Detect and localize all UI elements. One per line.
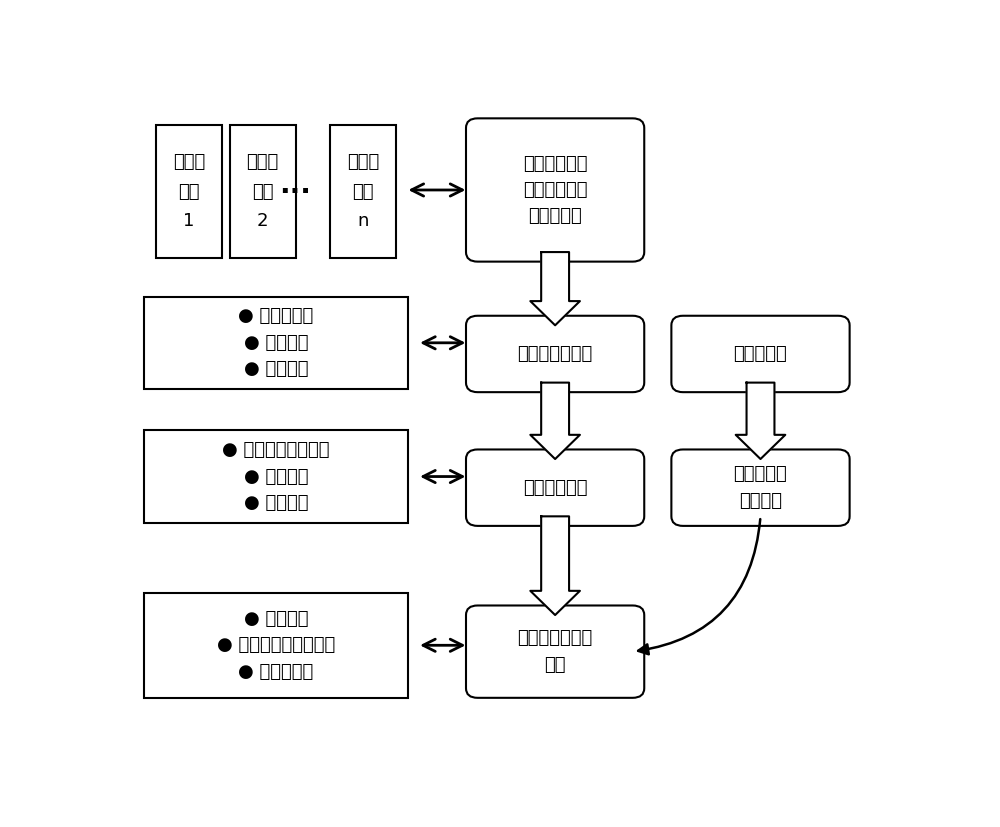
Bar	[156, 125, 222, 258]
Polygon shape	[530, 252, 580, 325]
Text: ● 信号预处理
● 信号去噪
● 信号增强: ● 信号预处理 ● 信号去噪 ● 信号增强	[239, 308, 314, 378]
Bar	[230, 125, 296, 258]
Text: 故障定位及预警
模块: 故障定位及预警 模块	[518, 629, 593, 674]
Polygon shape	[736, 383, 785, 459]
Polygon shape	[530, 383, 580, 459]
Text: ● 图像识别
● 声音和图像叠加融合
● 诊断及预警: ● 图像识别 ● 声音和图像叠加融合 ● 诊断及预警	[217, 609, 335, 681]
Text: 高清摄像头: 高清摄像头	[734, 345, 787, 363]
FancyArrowPatch shape	[638, 519, 760, 654]
FancyBboxPatch shape	[466, 118, 644, 261]
Bar	[144, 297, 408, 389]
Text: 声音成像模块: 声音成像模块	[523, 479, 587, 497]
Text: ···: ···	[280, 178, 311, 206]
Text: 待检测设备
图像信息: 待检测设备 图像信息	[734, 466, 787, 510]
Bar	[330, 125, 396, 258]
Text: 麦克风
阵列
1: 麦克风 阵列 1	[173, 153, 205, 230]
FancyBboxPatch shape	[466, 605, 644, 698]
Text: 麦克风
阵列
2: 麦克风 阵列 2	[246, 153, 279, 230]
FancyBboxPatch shape	[671, 316, 850, 392]
FancyBboxPatch shape	[671, 450, 850, 526]
FancyBboxPatch shape	[466, 450, 644, 526]
Text: 麦克风
阵列
n: 麦克风 阵列 n	[347, 153, 379, 230]
Polygon shape	[530, 516, 580, 615]
FancyBboxPatch shape	[466, 316, 644, 392]
Text: 多路同步采集
非接触式声音
传感器阵列: 多路同步采集 非接触式声音 传感器阵列	[523, 155, 587, 226]
Bar	[144, 593, 408, 698]
Text: ● 可控响应功率计算
● 声场成像
● 声场定位: ● 可控响应功率计算 ● 声场成像 ● 声场定位	[222, 441, 330, 512]
Bar	[144, 430, 408, 523]
Text: 模数信号采集卡: 模数信号采集卡	[518, 345, 593, 363]
